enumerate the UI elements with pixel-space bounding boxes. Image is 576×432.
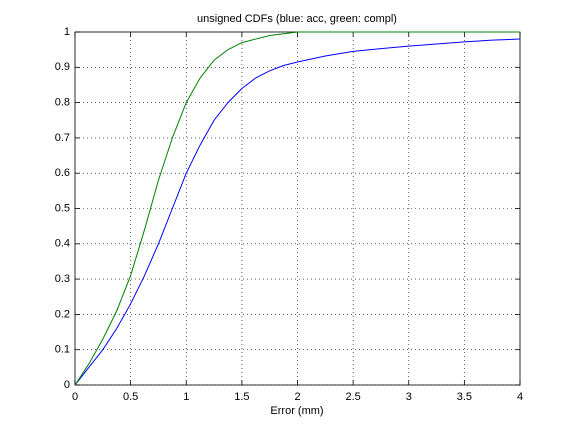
chart-title: unsigned CDFs (blue: acc, green: compl) (197, 13, 397, 25)
y-tick-label: 0.9 (55, 61, 70, 73)
y-tick-label: 1 (64, 26, 70, 38)
y-tick-label: 0.2 (55, 308, 70, 320)
x-axis-label: Error (mm) (270, 405, 323, 417)
y-tick-label: 0 (64, 379, 70, 391)
y-tick-label: 0.3 (55, 273, 70, 285)
y-tick-label: 0.7 (55, 132, 70, 144)
x-tick-label: 4 (517, 391, 523, 403)
x-tick-label: 3 (406, 391, 412, 403)
x-tick-label: 1 (183, 391, 189, 403)
y-tick-label: 0.8 (55, 97, 70, 109)
x-tick-label: 2 (294, 391, 300, 403)
x-tick-label: 0 (72, 391, 78, 403)
x-tick-label: 2.5 (345, 391, 360, 403)
series-line (74, 38, 521, 386)
x-tick-label: 1.5 (234, 391, 249, 403)
y-tick-label: 0.1 (55, 344, 70, 356)
y-tick-label: 0.5 (55, 202, 70, 214)
y-tick-label: 0.6 (55, 167, 70, 179)
y-tick-label: 0.4 (55, 238, 70, 250)
x-tick-label: 0.5 (123, 391, 138, 403)
series-line (74, 31, 520, 386)
x-tick-label: 3.5 (457, 391, 472, 403)
